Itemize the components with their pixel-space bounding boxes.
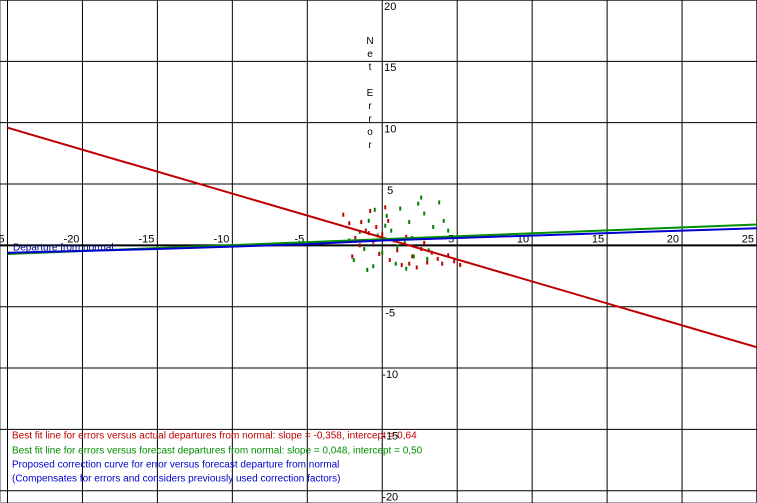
scatter-point bbox=[441, 261, 444, 266]
y-tick-label: -5 bbox=[385, 308, 395, 320]
scatter-point bbox=[426, 260, 429, 265]
scatter-point bbox=[366, 267, 369, 272]
x-tick-label: -5 bbox=[295, 233, 305, 245]
x-tick-label: -25 bbox=[0, 233, 4, 245]
scatter-point bbox=[358, 243, 361, 248]
scatter-point bbox=[352, 258, 355, 263]
scatter-point bbox=[447, 253, 450, 258]
legend-entry: Best fit line for errors versus actual d… bbox=[12, 431, 417, 442]
scatter-point bbox=[394, 261, 397, 266]
scatter-point bbox=[411, 254, 414, 259]
x-tick-label: 5 bbox=[448, 233, 454, 245]
scatter-point bbox=[363, 247, 366, 252]
y-tick-label: 5 bbox=[387, 185, 393, 197]
scatter-point bbox=[378, 251, 381, 256]
x-tick-label: 20 bbox=[667, 233, 679, 245]
scatter-point bbox=[384, 205, 387, 210]
y-tick-label: -15 bbox=[382, 430, 398, 442]
scatter-point bbox=[373, 207, 376, 212]
scatter-point bbox=[381, 232, 384, 237]
scatter-point bbox=[360, 220, 363, 225]
scatter-point bbox=[351, 254, 354, 259]
y-tick-label: -20 bbox=[382, 492, 398, 503]
scatter-point bbox=[369, 209, 372, 214]
y-tick-label: -10 bbox=[382, 369, 398, 381]
scatter-point bbox=[385, 213, 388, 218]
scatter-point bbox=[436, 256, 439, 261]
fit-line bbox=[7, 126, 757, 349]
y-tick-label: 20 bbox=[384, 1, 396, 13]
scatter-point bbox=[381, 250, 384, 255]
scatter-point bbox=[348, 221, 351, 226]
scatter-point bbox=[387, 218, 390, 223]
x-tick-label: -15 bbox=[138, 233, 154, 245]
scatter-point bbox=[415, 265, 418, 270]
x-tick-label: 15 bbox=[592, 233, 604, 245]
scatter-point bbox=[364, 228, 367, 233]
x-tick-label: -20 bbox=[64, 233, 80, 245]
scatter-point bbox=[459, 262, 462, 267]
scatter-point bbox=[420, 195, 423, 200]
x-tick-label: 25 bbox=[742, 233, 754, 245]
scatter-point bbox=[342, 212, 345, 217]
fit-line bbox=[7, 227, 757, 254]
scatter-point bbox=[447, 228, 450, 233]
scatter-point bbox=[400, 262, 403, 267]
scatter-point bbox=[423, 211, 426, 216]
x-tick-label: -10 bbox=[213, 233, 229, 245]
scatter-point bbox=[432, 224, 435, 229]
scatter-point bbox=[405, 266, 408, 271]
scatter-point bbox=[453, 259, 456, 264]
scatter-point bbox=[396, 244, 399, 249]
scatter-point bbox=[390, 228, 393, 233]
y-axis-label: Net Error bbox=[365, 36, 376, 153]
scatter-point bbox=[408, 261, 411, 266]
scatter-point bbox=[438, 200, 441, 205]
scatter-point bbox=[375, 224, 378, 229]
y-tick-label: 15 bbox=[384, 62, 396, 74]
legend-entry: Best fit line for errors versus forecast… bbox=[12, 446, 423, 457]
scatter-point bbox=[442, 218, 445, 223]
legend-entry: Proposed correction curve for error vers… bbox=[12, 460, 339, 471]
scatter-point bbox=[405, 234, 408, 239]
scatter-point bbox=[399, 206, 402, 211]
annotation: (Compensates for errors and considers pr… bbox=[12, 474, 340, 485]
x-axis-label: Departure from normal bbox=[13, 243, 114, 254]
scatter-point bbox=[384, 223, 387, 228]
scatter-point bbox=[367, 218, 370, 223]
scatter-point bbox=[396, 248, 399, 253]
scatter-point bbox=[354, 236, 357, 241]
scatter-point bbox=[403, 240, 406, 245]
scatter-point bbox=[408, 220, 411, 225]
scatter-point bbox=[426, 256, 429, 261]
scatter-point bbox=[412, 254, 415, 259]
scatter-point bbox=[423, 240, 426, 245]
scatter-point bbox=[417, 201, 420, 206]
scatter-point bbox=[388, 258, 391, 263]
scatter-point bbox=[372, 264, 375, 269]
y-tick-label: 10 bbox=[384, 124, 396, 136]
